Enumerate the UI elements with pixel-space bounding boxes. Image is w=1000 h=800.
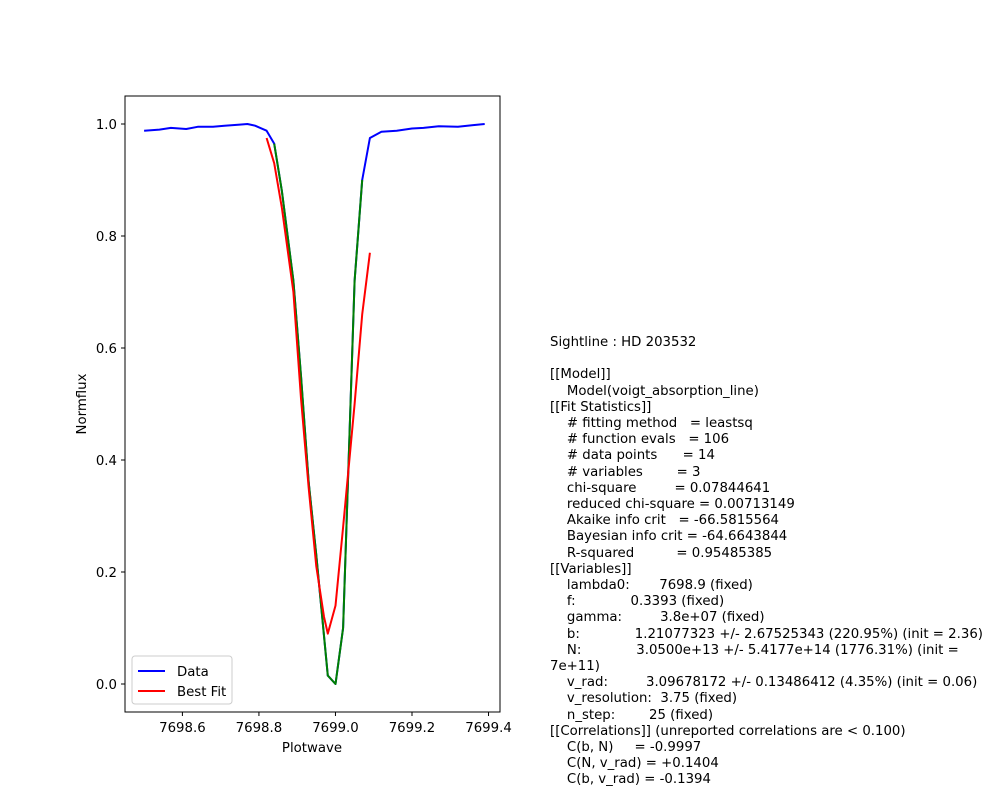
x-tick-label: 7698.6 <box>159 721 206 736</box>
fit-report-line: # variables = 3 <box>550 465 1000 481</box>
fit-report-line: C(b, N) = -0.9997 <box>550 740 1000 756</box>
y-tick-label: 0.2 <box>96 566 117 581</box>
fit-report-line: lambda0: 7698.9 (fixed) <box>550 578 1000 594</box>
fit-report: Sightline : HD 203532 [[Model]] Model(voi… <box>550 335 1000 789</box>
legend-label-best-fit: Best Fit <box>177 685 226 700</box>
fit-report-line: # fitting method = leastsq <box>550 416 1000 432</box>
fit-report-line: [[Correlations]] (unreported correlation… <box>550 724 1000 740</box>
fit-report-line: v_rad: 3.09678172 +/- 0.13486412 (4.35%)… <box>550 675 1000 691</box>
fit-report-line: [[Model]] <box>550 367 1000 383</box>
fit-report-line: # data points = 14 <box>550 448 1000 464</box>
y-axis-label: Normflux <box>75 373 90 434</box>
x-tick-label: 7698.8 <box>236 721 283 736</box>
fit-report-line: gamma: 3.8e+07 (fixed) <box>550 610 1000 626</box>
fit-report-line: reduced chi-square = 0.00713149 <box>550 497 1000 513</box>
fit-report-line: Bayesian info crit = -64.6643844 <box>550 529 1000 545</box>
fit-report-line: # function evals = 106 <box>550 432 1000 448</box>
y-tick-label: 0.0 <box>96 678 117 693</box>
fit-report-line: N: 3.0500e+13 +/- 5.4177e+14 (1776.31%) … <box>550 643 1000 659</box>
plot-area <box>125 96 500 712</box>
fit-report-line: 7e+11) <box>550 659 1000 675</box>
fit-report-line: [[Fit Statistics]] <box>550 400 1000 416</box>
fit-report-line: chi-square = 0.07844641 <box>550 481 1000 497</box>
fit-report-line: v_resolution: 3.75 (fixed) <box>550 691 1000 707</box>
fit-report-line: R-squared = 0.95485385 <box>550 546 1000 562</box>
x-tick-label: 7699.2 <box>389 721 436 736</box>
fit-report-line: C(b, v_rad) = -0.1394 <box>550 772 1000 788</box>
fit-report-line <box>550 351 1000 367</box>
legend: Data Best Fit <box>132 656 232 704</box>
fit-report-line: Model(voigt_absorption_line) <box>550 384 1000 400</box>
y-tick-label: 1.0 <box>96 118 117 133</box>
fit-report-line: b: 1.21077323 +/- 2.67525343 (220.95%) (… <box>550 627 1000 643</box>
x-axis-label: Plotwave <box>282 741 342 756</box>
x-tick-label: 7699.0 <box>312 721 359 736</box>
fit-report-line: Akaike info crit = -66.5815564 <box>550 513 1000 529</box>
y-tick-label: 0.8 <box>96 230 117 245</box>
fit-report-line: f: 0.3393 (fixed) <box>550 594 1000 610</box>
sightline-label: Sightline : HD 203532 <box>550 335 1000 351</box>
fit-report-line: n_step: 25 (fixed) <box>550 708 1000 724</box>
legend-label-data: Data <box>177 665 209 680</box>
fit-report-line: [[Variables]] <box>550 562 1000 578</box>
x-tick-label: 7699.4 <box>465 721 512 736</box>
fit-report-line: C(N, v_rad) = +0.1404 <box>550 756 1000 772</box>
y-tick-label: 0.4 <box>96 454 117 469</box>
y-tick-label: 0.6 <box>96 342 117 357</box>
